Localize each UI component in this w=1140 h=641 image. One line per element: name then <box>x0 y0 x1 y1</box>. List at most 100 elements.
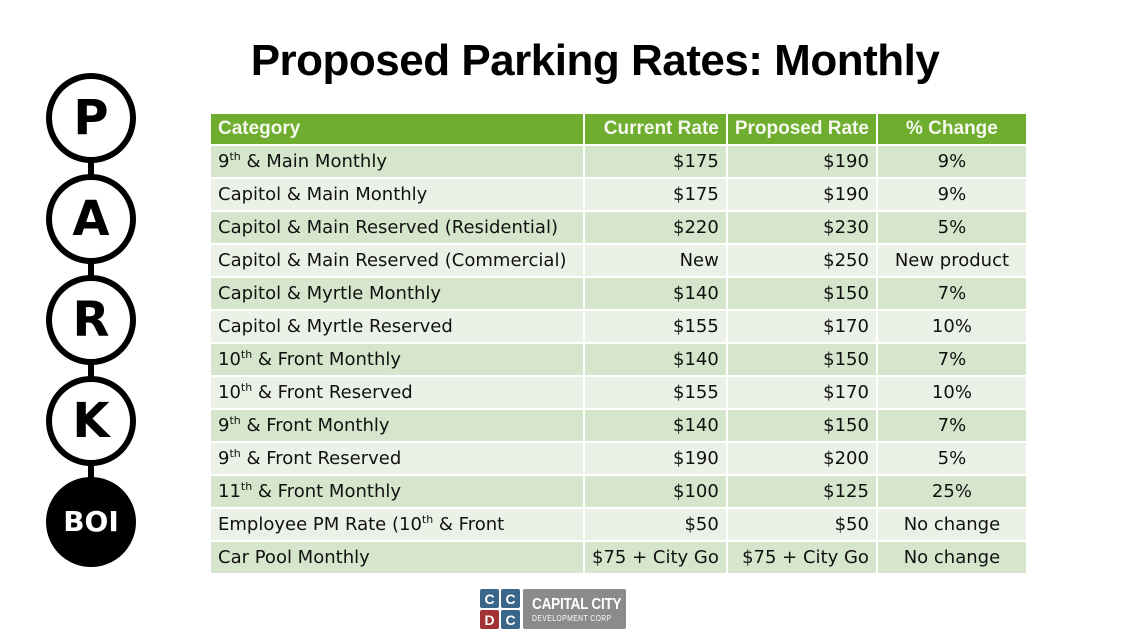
ccdc-square-icon: D <box>480 610 499 629</box>
logo-letter-k-icon: K <box>46 376 136 466</box>
cell-current-rate: $140 <box>583 342 728 377</box>
cell-percent-change: 25% <box>875 474 1028 509</box>
category-text-suffix: & Front Reserved <box>252 382 413 403</box>
category-superscript: th <box>421 513 434 526</box>
category-text-suffix: & Front <box>433 514 505 535</box>
cell-category: Capitol & Myrtle Monthly <box>209 276 585 311</box>
cell-current-rate: New <box>583 243 728 278</box>
cell-proposed-rate: $200 <box>725 441 878 476</box>
table-row: 9th & Main Monthly $175 $190 9% <box>209 144 1028 179</box>
cell-category: 10th & Front Reserved <box>209 375 585 410</box>
cell-percent-change: 9% <box>875 144 1028 179</box>
cell-current-rate: $50 <box>583 507 728 542</box>
category-text: 10 <box>218 349 241 370</box>
header-proposed-rate: Proposed Rate <box>725 112 878 146</box>
ccdc-square-icon: C <box>480 589 499 608</box>
category-text: 9 <box>218 448 230 469</box>
cell-current-rate: $175 <box>583 177 728 212</box>
cell-current-rate: $220 <box>583 210 728 245</box>
cell-category: 11th & Front Monthly <box>209 474 585 509</box>
category-text: Capitol & Myrtle Reserved <box>218 316 453 337</box>
header-percent-change: % Change <box>875 112 1028 146</box>
table-row: 9th & Front Monthly $140 $150 7% <box>209 408 1028 443</box>
category-text: Capitol & Main Reserved (Residential) <box>218 217 558 238</box>
table-row: Capitol & Main Monthly $175 $190 9% <box>209 177 1028 212</box>
cell-percent-change: 5% <box>875 441 1028 476</box>
cell-percent-change: No change <box>875 507 1028 542</box>
cell-proposed-rate: $230 <box>725 210 878 245</box>
header-current-rate: Current Rate <box>583 112 728 146</box>
cell-proposed-rate: $170 <box>725 309 878 344</box>
cell-percent-change: New product <box>875 243 1028 278</box>
table-row: Capitol & Myrtle Monthly $140 $150 7% <box>209 276 1028 311</box>
ccdc-name-line2: DEVELOPMENT CORP <box>532 613 612 623</box>
cell-current-rate: $100 <box>583 474 728 509</box>
cell-percent-change: 5% <box>875 210 1028 245</box>
table-row: 10th & Front Reserved $155 $170 10% <box>209 375 1028 410</box>
parking-rates-table: Category Current Rate Proposed Rate % Ch… <box>209 112 1028 575</box>
logo-letter-r-icon: R <box>46 275 136 365</box>
park-boi-logo: P A R K BOI <box>46 73 136 568</box>
category-text: Capitol & Main Monthly <box>218 184 428 205</box>
table-row: 9th & Front Reserved $190 $200 5% <box>209 441 1028 476</box>
table-row: 10th & Front Monthly $140 $150 7% <box>209 342 1028 377</box>
cell-percent-change: 7% <box>875 408 1028 443</box>
category-text: Capitol & Main Reserved (Commercial) <box>218 250 567 271</box>
cell-percent-change: 7% <box>875 276 1028 311</box>
cell-proposed-rate: $150 <box>725 342 878 377</box>
category-text-suffix: & Front Monthly <box>240 415 390 436</box>
cell-category: Car Pool Monthly <box>209 540 585 575</box>
cell-category: 10th & Front Monthly <box>209 342 585 377</box>
table-row: Car Pool Monthly $75 + City Go $75 + City … <box>209 540 1028 575</box>
cell-percent-change: 10% <box>875 309 1028 344</box>
category-text-suffix: & Main Monthly <box>240 151 387 172</box>
category-superscript: th <box>229 447 241 460</box>
header-category: Category <box>209 112 585 146</box>
category-superscript: th <box>240 348 253 361</box>
cell-proposed-rate: $190 <box>725 144 878 179</box>
capital-city-development-corp-logo: C C D C CAPITAL CITY DEVELOPMENT CORP <box>480 588 626 630</box>
logo-boi-badge-icon: BOI <box>46 477 136 567</box>
cell-category: Capitol & Main Monthly <box>209 177 585 212</box>
ccdc-square-icon: C <box>501 610 520 629</box>
table-row: Employee PM Rate (10th & Front $50 $50 No c… <box>209 507 1028 542</box>
logo-letter-p-icon: P <box>46 73 136 163</box>
cell-category: Capitol & Main Reserved (Residential) <box>209 210 585 245</box>
cell-percent-change: 10% <box>875 375 1028 410</box>
ccdc-name-block: CAPITAL CITY DEVELOPMENT CORP <box>523 589 626 629</box>
cell-proposed-rate: $75 + City Go <box>725 540 878 575</box>
category-text: 11 <box>218 481 241 502</box>
cell-current-rate: $140 <box>583 276 728 311</box>
cell-current-rate: $140 <box>583 408 728 443</box>
table-row: 11th & Front Monthly $100 $125 25% <box>209 474 1028 509</box>
cell-proposed-rate: $150 <box>725 408 878 443</box>
cell-percent-change: No change <box>875 540 1028 575</box>
cell-category: 9th & Main Monthly <box>209 144 585 179</box>
logo-letter-a-icon: A <box>46 174 136 264</box>
cell-percent-change: 7% <box>875 342 1028 377</box>
ccdc-square-icon: C <box>501 589 520 608</box>
table-row: Capitol & Myrtle Reserved $155 $170 10% <box>209 309 1028 344</box>
category-superscript: th <box>229 150 241 163</box>
ccdc-letter-grid: C C D C <box>480 589 520 629</box>
ccdc-name-line1: CAPITAL CITY <box>532 595 622 613</box>
slide-title: Proposed Parking Rates: Monthly <box>250 36 940 85</box>
category-text: 10 <box>218 382 241 403</box>
cell-current-rate: $75 + City Go <box>583 540 728 575</box>
table-row: Capitol & Main Reserved (Residential) $22… <box>209 210 1028 245</box>
cell-proposed-rate: $50 <box>725 507 878 542</box>
category-text: Employee PM Rate (10 <box>218 514 422 535</box>
cell-category: Capitol & Myrtle Reserved <box>209 309 585 344</box>
category-text-suffix: & Front Monthly <box>252 481 402 502</box>
cell-proposed-rate: $250 <box>725 243 878 278</box>
category-superscript: th <box>240 381 253 394</box>
category-text-suffix: & Front Reserved <box>240 448 402 469</box>
category-text: Capitol & Myrtle Monthly <box>218 283 442 304</box>
category-superscript: th <box>229 414 241 427</box>
table-header-row: Category Current Rate Proposed Rate % Ch… <box>209 112 1028 146</box>
category-text-suffix: & Front Monthly <box>252 349 402 370</box>
category-superscript: th <box>240 480 253 493</box>
cell-category: Capitol & Main Reserved (Commercial) <box>209 243 585 278</box>
table-row: Capitol & Main Reserved (Commercial) New $… <box>209 243 1028 278</box>
cell-current-rate: $175 <box>583 144 728 179</box>
